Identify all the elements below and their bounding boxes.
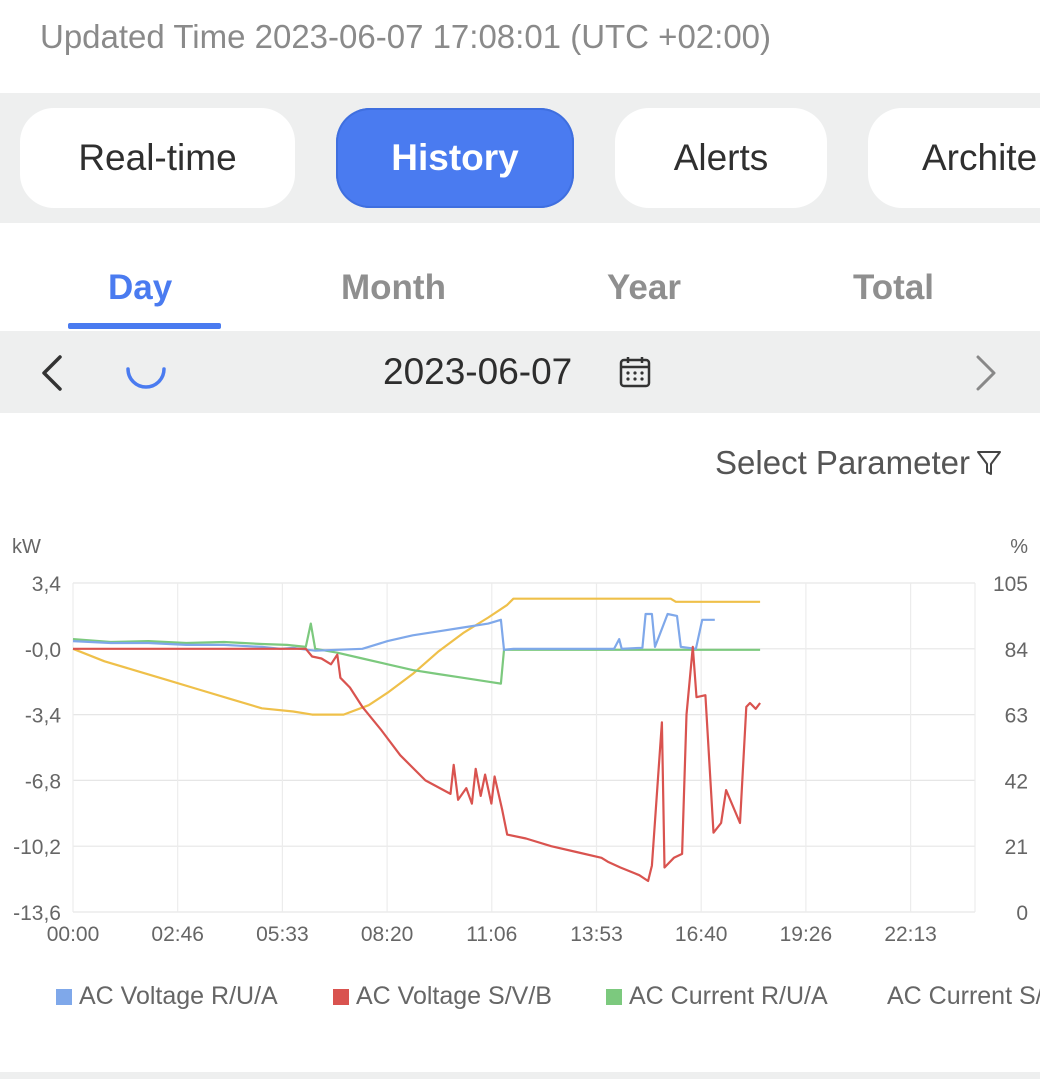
legend-label: AC Current R/U/A [629,982,828,1010]
y-right-tick-label: 0 [1016,902,1028,925]
series-line-1 [73,645,761,883]
period-tab-total[interactable]: Total [853,268,935,307]
tab-alerts[interactable]: Alerts [615,108,827,208]
x-tick-label: 22:13 [884,923,937,946]
x-tick-label: 08:20 [361,923,414,946]
period-tab-year[interactable]: Year [607,268,681,307]
series-line-3 [72,597,761,716]
y-left-tick-label: -13,6 [13,902,61,925]
chevron-left-icon[interactable] [38,353,66,393]
tab-label: Archite [922,137,1038,178]
y-left-tick-label: -10,2 [13,836,61,859]
y-right-tick-label: 21 [1005,836,1028,859]
legend-label: AC Voltage S/V/B [356,982,552,1010]
period-tab-day[interactable]: Day [108,268,173,307]
legend-label: AC Current S/V/B [887,982,1040,1010]
chevron-right-icon[interactable] [972,353,1000,393]
y-right-tick-label: 84 [1005,639,1029,662]
legend-item[interactable]: AC Current S/V/B [880,982,1040,1011]
legend-swatch [333,988,349,1005]
select-parameter-label: Select Parameter [715,444,970,481]
calendar-icon[interactable] [618,355,652,389]
x-tick-label: 05:33 [256,923,309,946]
chart-lines [72,597,761,883]
y-left-axis-label: kW [12,536,41,558]
y-left-tick-label: -0,0 [25,639,61,662]
x-tick-label: 13:53 [570,923,623,946]
y-right-tick-label: 105 [993,573,1028,596]
legend-label: AC Voltage R/U/A [79,982,278,1010]
x-tick-label: 00:00 [47,923,100,946]
period-tabs: Day Month Year Total [0,223,1040,331]
legend-item[interactable]: AC Voltage R/U/A [56,982,278,1011]
series-line-0 [72,612,715,652]
chart-grid [72,582,976,913]
selected-date[interactable]: 2023-06-07 [383,351,573,392]
main-tab-bar: Real-time History Alerts Archite [0,93,1040,223]
tab-label: Alerts [673,137,769,178]
legend-item[interactable]: AC Current R/U/A [606,982,828,1011]
history-chart: 3,4 105 -0,0 84 -3,4 63 -6,8 42 -10,2 21 -13,6 0 00:… [12,536,1028,946]
x-tick-label: 02:46 [151,923,204,946]
y-right-axis-label: % [1010,536,1028,558]
y-right-tick-label: 42 [1005,770,1028,793]
select-parameter-button[interactable]: Select Parameter [715,444,1002,482]
tab-real-time[interactable]: Real-time [20,108,295,208]
filter-icon [977,451,1001,475]
chart-legend: AC Voltage R/U/A AC Voltage S/V/B AC Cur… [0,982,1040,1022]
date-navigator: 2023-06-07 [0,331,1040,413]
tab-architecture[interactable]: Archite [868,108,1040,208]
legend-item[interactable]: AC Voltage S/V/B [333,982,552,1011]
active-period-underline [68,323,221,329]
bottom-divider [0,1072,1040,1079]
y-left-tick-label: 3,4 [32,573,62,596]
y-left-tick-label: -3,4 [25,705,62,728]
legend-swatch [56,988,72,1005]
tab-label: History [391,137,519,178]
x-tick-label: 19:26 [780,923,833,946]
x-tick-label: 11:06 [466,923,517,946]
series-line-2 [72,622,761,685]
x-tick-label: 16:40 [675,923,728,946]
y-right-tick-label: 63 [1005,705,1028,728]
period-tab-month[interactable]: Month [341,268,446,307]
legend-swatch [606,988,622,1005]
y-left-tick-label: -6,8 [25,770,61,793]
tab-history[interactable]: History [336,108,574,208]
updated-time: Updated Time 2023-06-07 17:08:01 (UTC +0… [40,18,772,55]
chart-ticks: 3,4 105 -0,0 84 -3,4 63 -6,8 42 -10,2 21 -13,6 0 00:… [12,536,1028,946]
spinner-icon [126,367,166,389]
tab-label: Real-time [78,137,237,178]
